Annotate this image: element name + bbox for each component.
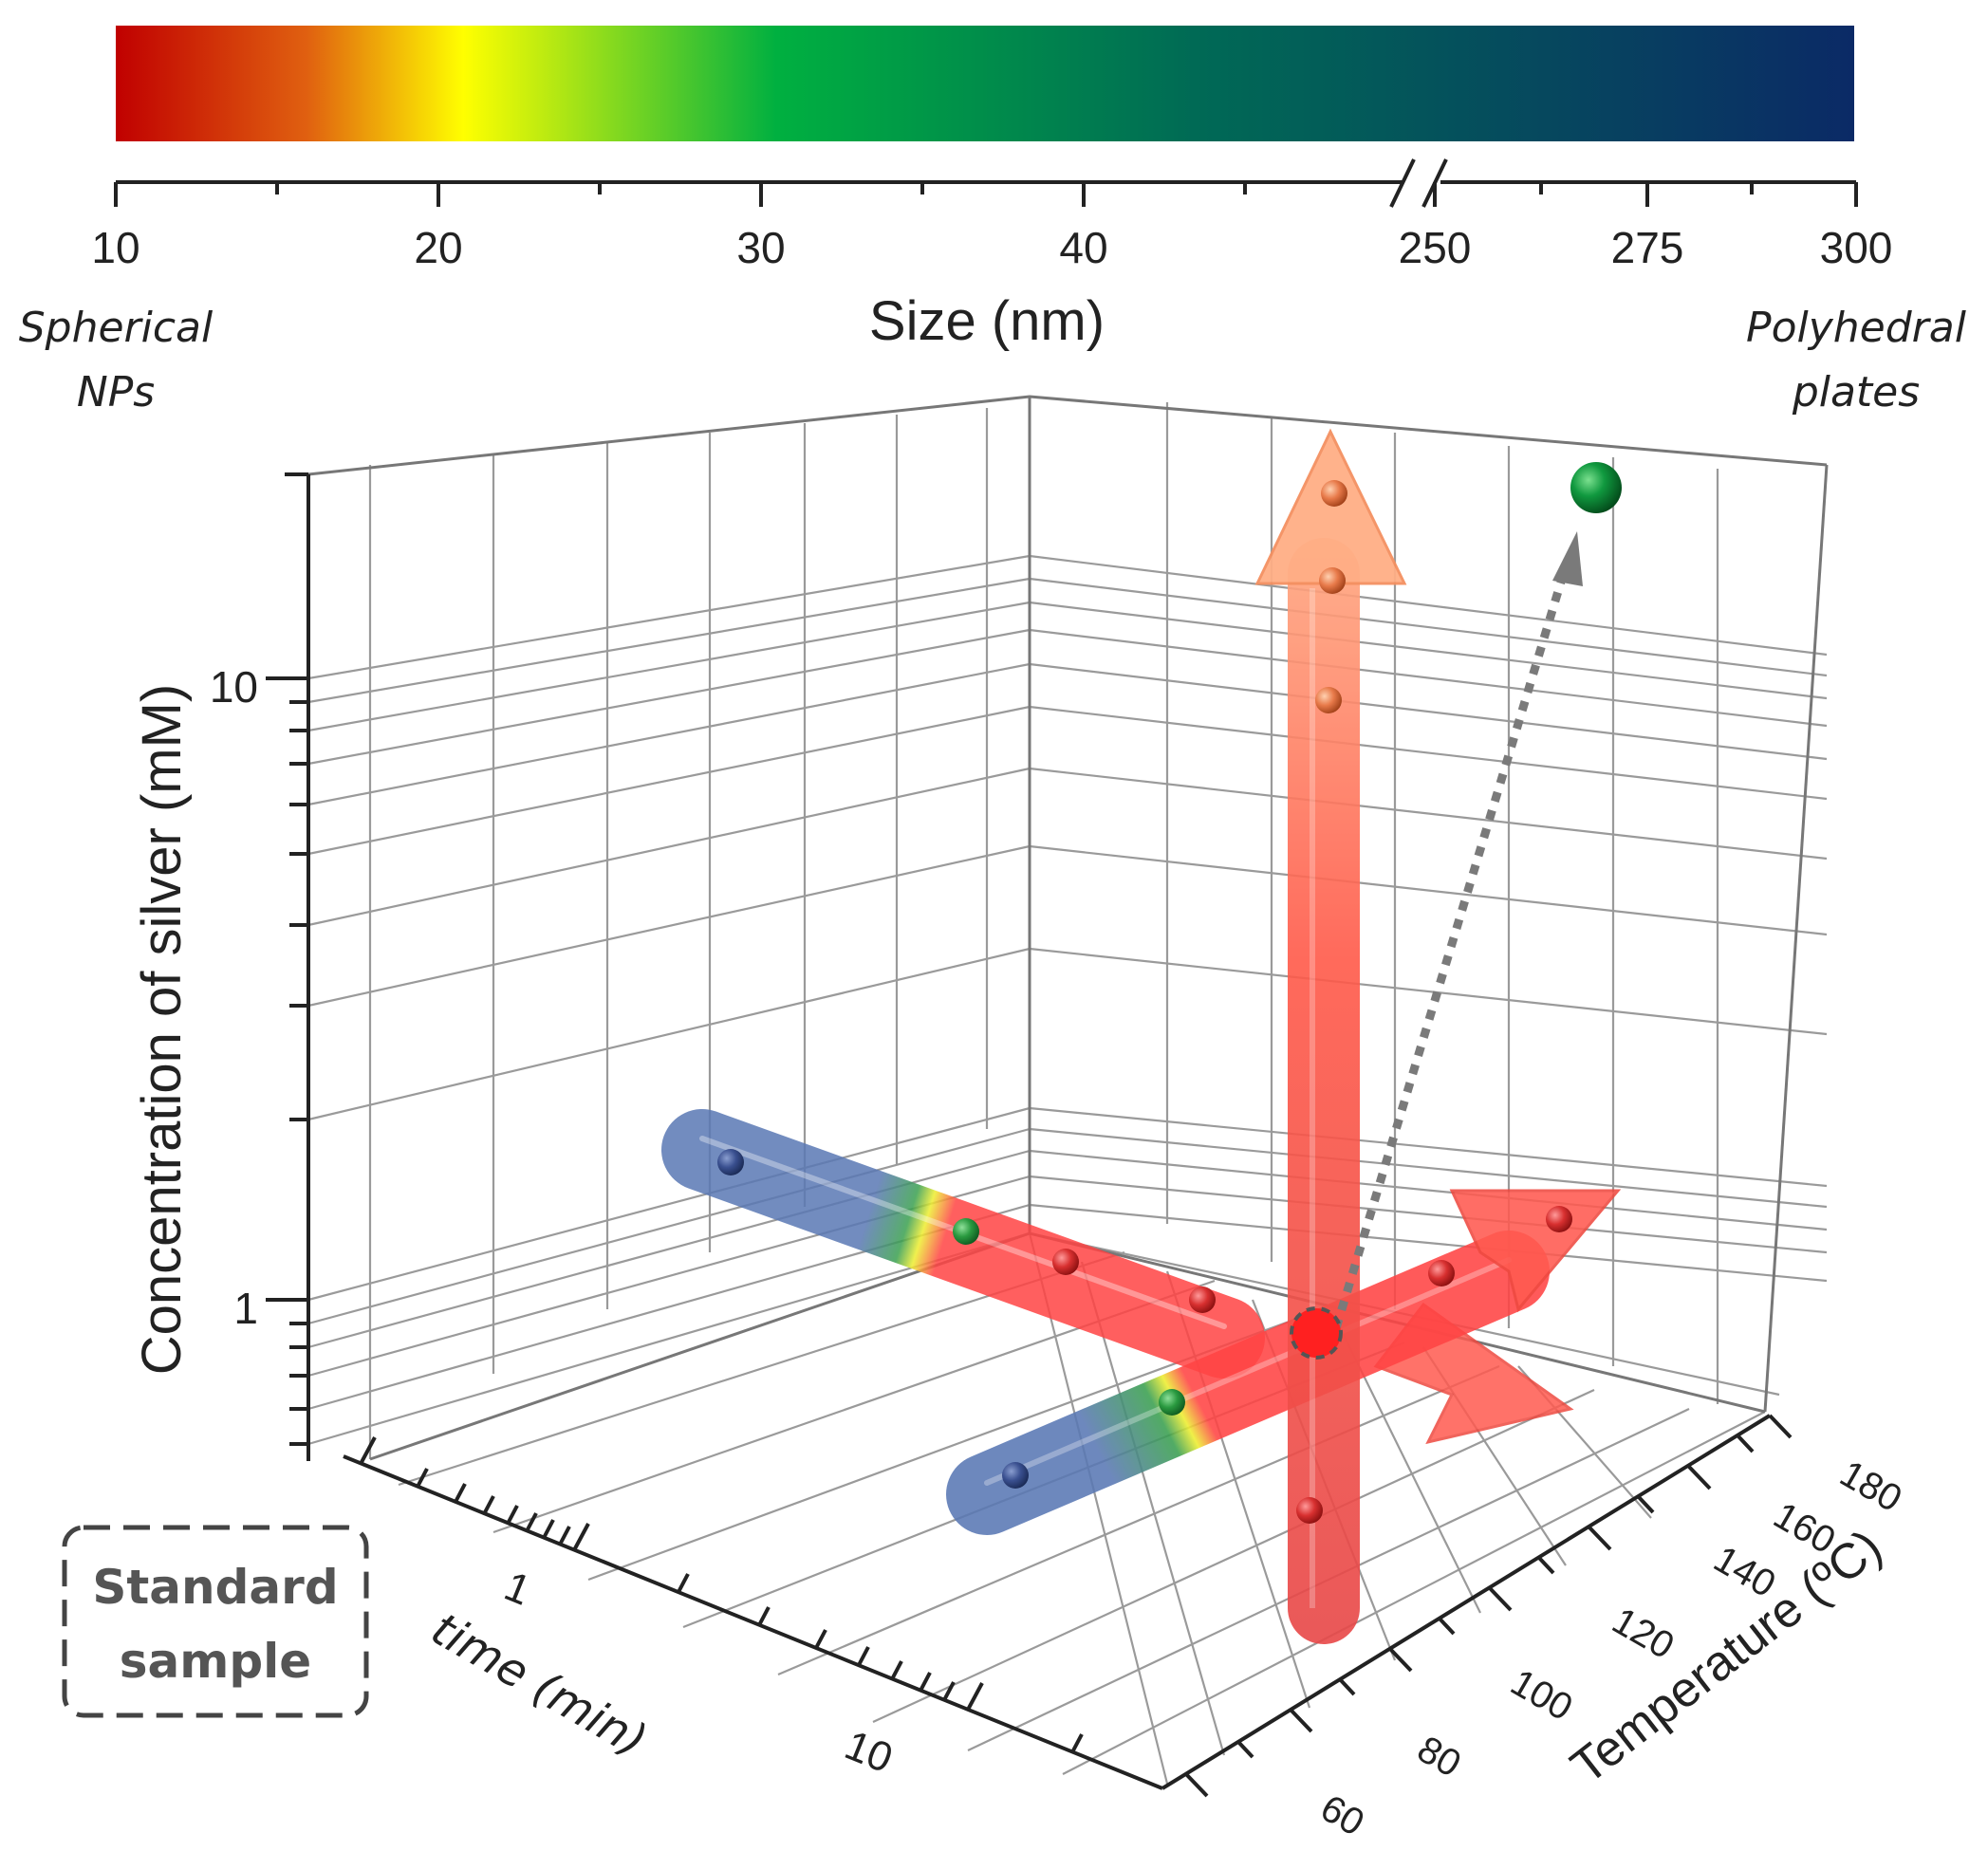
z-tick-label: 10 bbox=[210, 662, 258, 712]
left-label-line2: NPs bbox=[77, 368, 155, 416]
dotted-arrow-head bbox=[1552, 531, 1583, 586]
right-label-line1: Polyhedral bbox=[1746, 304, 1967, 352]
data-points bbox=[717, 462, 1622, 1524]
colorbar-title: Size (nm) bbox=[869, 290, 1105, 352]
standard-sample-line2: sample bbox=[120, 1634, 311, 1689]
colorbar-tick-label: 300 bbox=[1820, 223, 1893, 272]
time-tick-label: 10 bbox=[839, 1722, 900, 1783]
temperature-axis bbox=[1161, 1414, 1793, 1798]
temp-tick-label: 60 bbox=[1313, 1787, 1371, 1844]
temp-tick-label: 180 bbox=[1833, 1453, 1909, 1520]
temperature-series-tube bbox=[946, 1231, 1550, 1535]
temp-tick-label: 100 bbox=[1504, 1661, 1580, 1729]
right-label-line2: plates bbox=[1792, 368, 1920, 416]
standard-sample-line1: Standard bbox=[92, 1560, 338, 1615]
temp-tick-label: 120 bbox=[1606, 1600, 1681, 1667]
data-point bbox=[953, 1218, 979, 1245]
data-point bbox=[1321, 480, 1347, 507]
time-axis bbox=[343, 1436, 1163, 1790]
colorbar: 10 20 30 40 250 275 300 Size (nm) Spheri… bbox=[19, 26, 1967, 416]
concentration-arrow-head bbox=[1254, 428, 1407, 585]
z-axis-label: Concentration of silver (mM) bbox=[131, 684, 193, 1375]
data-point bbox=[1319, 567, 1346, 594]
data-point bbox=[1052, 1249, 1079, 1275]
polyhedral-plates-point bbox=[1570, 462, 1622, 513]
colorbar-tick-label: 275 bbox=[1611, 223, 1684, 272]
data-point bbox=[1002, 1462, 1029, 1489]
colorbar-axis bbox=[114, 180, 1858, 207]
standard-sample-marker bbox=[1290, 1306, 1343, 1360]
concentration-series-tube bbox=[1288, 538, 1360, 1644]
standard-sample-annotation: Standard sample bbox=[62, 1525, 369, 1718]
z-axis bbox=[266, 472, 310, 1461]
grid-3d bbox=[307, 402, 1828, 1785]
data-point bbox=[1189, 1286, 1216, 1313]
left-label-line1: Spherical bbox=[19, 304, 214, 352]
data-point bbox=[1159, 1389, 1185, 1416]
colorbar-tick-label: 30 bbox=[736, 223, 785, 272]
axis-break-marks bbox=[1389, 158, 1448, 208]
time-axis-label: time (min) bbox=[422, 1602, 656, 1768]
colorbar-tick-label: 20 bbox=[414, 223, 462, 272]
data-point bbox=[1428, 1260, 1455, 1286]
standard-sample-box bbox=[62, 1525, 369, 1718]
temp-tick-label: 80 bbox=[1410, 1729, 1468, 1786]
data-point bbox=[1315, 687, 1342, 713]
dotted-trend-arrow bbox=[1331, 558, 1572, 1330]
z-tick-label: 1 bbox=[233, 1284, 258, 1333]
time-tick-label: 1 bbox=[498, 1563, 537, 1615]
colorbar-tick-label: 40 bbox=[1059, 223, 1107, 272]
colorbar-tick-label: 250 bbox=[1399, 223, 1472, 272]
temperature-arrow-head bbox=[1449, 1189, 1622, 1313]
colorbar-tick-label: 10 bbox=[91, 223, 139, 272]
data-point bbox=[1546, 1206, 1572, 1232]
data-point bbox=[717, 1149, 744, 1175]
colorbar-gradient bbox=[116, 26, 1854, 141]
data-point bbox=[1296, 1497, 1323, 1524]
